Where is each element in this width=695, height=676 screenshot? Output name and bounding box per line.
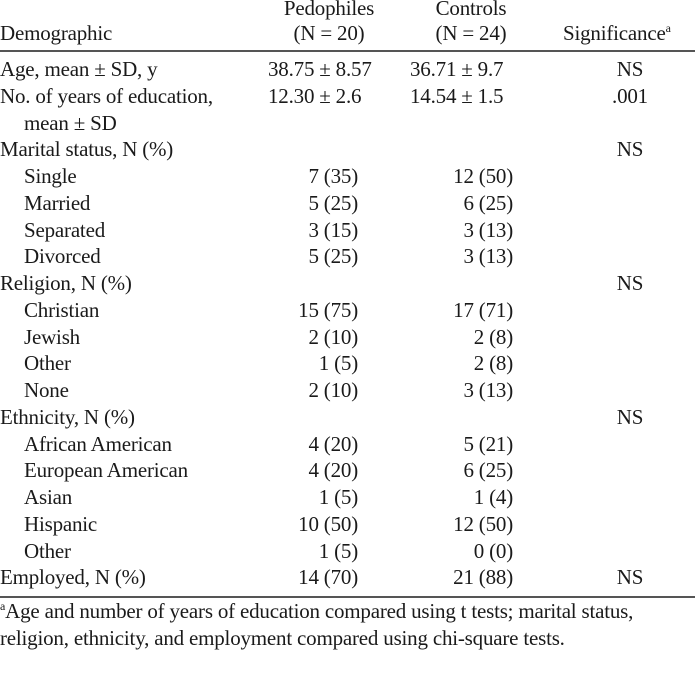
pedophiles-value: 1 (5) [318,538,358,563]
controls-value: 0 (0) [473,538,513,563]
pedophiles-value: 2 (10) [308,378,358,402]
header-controls: Controls [435,0,507,20]
header-pedophiles: Pedophiles [283,0,375,20]
row-label: Christian [24,297,100,322]
header-controls-n: (N = 24) [435,21,507,45]
row-label: Age, mean ± SD, y [0,57,158,81]
controls-value: 5 (21) [463,431,513,456]
row-label: Hispanic [24,511,98,536]
table-row: Other 1 (5) 2 (8) [0,350,695,377]
table-row: Separated 3 (15) 3 (13) [0,217,695,244]
table-row: None 2 (10) 3 (13) [0,377,695,404]
pedophiles-value: 15 (75) [298,297,358,322]
table-row: Other 1 (5) 0 (0) [0,538,695,565]
pedophiles-value: 4 (20) [308,431,358,456]
row-label: Marital status, N (%) [0,137,174,162]
controls-value: 2 (8) [473,351,513,376]
pedophiles-value: 1 (5) [318,485,358,509]
row-label: Asian [24,485,72,509]
table-row: mean ± SD [0,110,695,137]
table-row: Married 5 (25) 6 (25) [0,190,695,217]
row-label: Single [24,164,77,188]
table-row: Marital status, N (%) NS [0,136,695,163]
header-rule [0,50,695,52]
controls-value: 21 (88) [453,565,513,590]
bottom-rule [0,596,695,598]
row-label: Separated [24,217,105,242]
table-row: No. of years of education, 12.30 ± 2.6 14.… [0,83,695,110]
controls-value: 36.71 ± 9.7 [410,57,504,81]
table-row: Divorced 5 (25) 3 (13) [0,243,695,270]
significance-value: NS [616,404,644,429]
footnote-marker: a [665,21,671,35]
footnote-mark: a [0,599,6,613]
pedophiles-value: 1 (5) [318,351,358,376]
significance-value: .001 [612,83,648,108]
significance-value: NS [616,271,644,295]
table-row: Hispanic 10 (50) 12 (50) [0,511,695,538]
significance-value: NS [616,57,644,81]
row-label: mean ± SD [24,110,117,135]
row-label: None [24,378,69,402]
pedophiles-value: 5 (25) [308,244,358,269]
controls-value: 14.54 ± 1.5 [410,83,504,108]
table-row: European American 4 (20) 6 (25) [0,457,695,484]
row-label: Other [24,351,71,376]
table-row: Ethnicity, N (%) NS [0,404,695,431]
pedophiles-value: 38.75 ± 8.57 [268,57,372,81]
controls-value: 1 (4) [473,485,513,509]
header-significance: Significancea [563,20,671,46]
header-significance-label: Significance [563,21,666,45]
controls-value: 12 (50) [453,511,513,536]
row-label: Divorced [24,244,101,269]
table-row: African American 4 (20) 5 (21) [0,431,695,458]
table-row: Religion, N (%) NS [0,270,695,297]
pedophiles-value: 7 (35) [308,164,358,188]
pedophiles-value: 3 (15) [308,217,358,242]
table-row: Age, mean ± SD, y 38.75 ± 8.57 36.71 ± 9.7… [0,56,695,83]
pedophiles-value: 14 (70) [298,565,358,590]
row-label: Jewish [24,324,80,349]
pedophiles-value: 12.30 ± 2.6 [268,83,362,108]
controls-value: 12 (50) [453,164,513,188]
table-row: Asian 1 (5) 1 (4) [0,484,695,511]
row-label: Employed, N (%) [0,565,146,590]
significance-value: NS [616,565,644,590]
pedophiles-value: 4 (20) [308,458,358,483]
controls-value: 3 (13) [463,378,513,402]
pedophiles-value: 5 (25) [308,190,358,215]
row-label: European American [24,458,188,483]
row-label: No. of years of education, [0,83,213,108]
header-pedophiles-n: (N = 20) [293,21,365,45]
row-label: Ethnicity, N (%) [0,404,135,429]
controls-value: 3 (13) [463,244,513,269]
controls-value: 6 (25) [463,458,513,483]
row-label: Religion, N (%) [0,271,132,295]
table-footnote: aAge and number of years of education co… [0,598,695,651]
header-demographic: Demographic [0,21,113,45]
pedophiles-value: 2 (10) [308,324,358,349]
controls-value: 2 (8) [473,324,513,349]
row-label: African American [24,431,172,456]
controls-value: 3 (13) [463,217,513,242]
pedophiles-value: 10 (50) [298,511,358,536]
footnote-text: Age and number of years of education com… [0,599,634,650]
controls-value: 6 (25) [463,190,513,215]
significance-value: NS [616,137,644,162]
row-label: Other [24,538,71,563]
table-row: Single 7 (35) 12 (50) [0,163,695,190]
table-row: Christian 15 (75) 17 (71) [0,297,695,324]
controls-value: 17 (71) [453,297,513,322]
row-label: Married [24,190,91,215]
table-row: Jewish 2 (10) 2 (8) [0,324,695,351]
table-row: Employed, N (%) 14 (70) 21 (88) NS [0,564,695,591]
